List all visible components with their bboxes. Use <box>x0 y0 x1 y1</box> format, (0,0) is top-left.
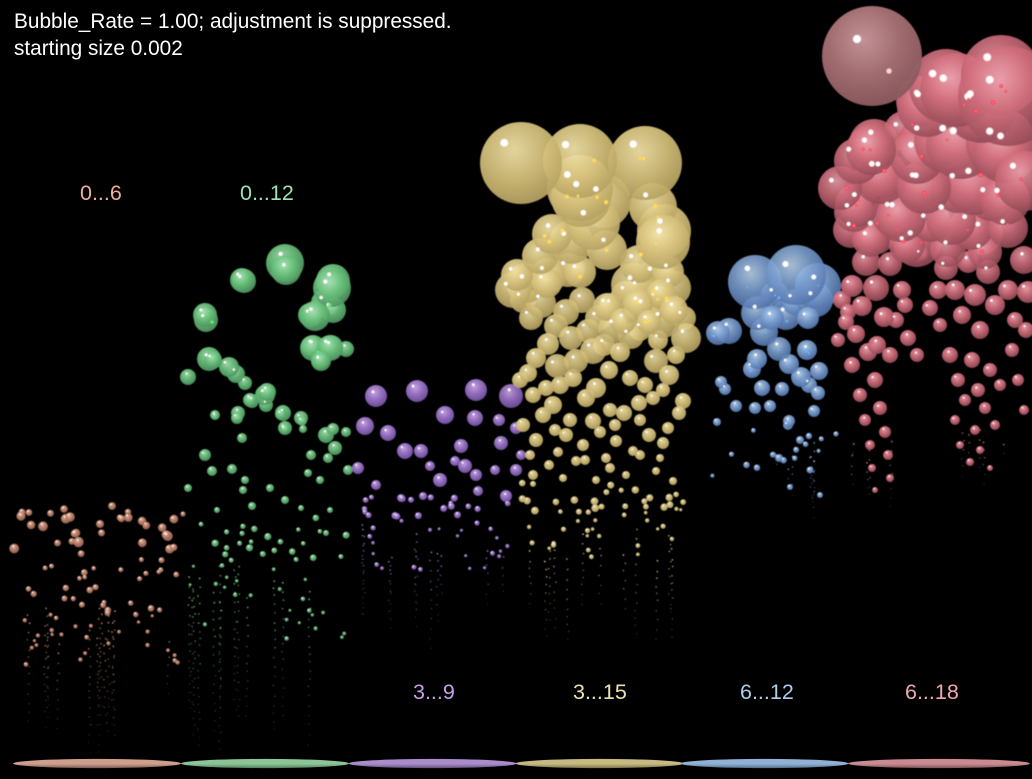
svg-text:0...6: 0...6 <box>80 181 122 205</box>
svg-text:starting size 0.002: starting size 0.002 <box>14 37 183 60</box>
svg-text:Bubble_Rate = 1.00; adjustment: Bubble_Rate = 1.00; adjustment is suppre… <box>14 10 452 33</box>
svg-text:6...18: 6...18 <box>905 680 959 704</box>
svg-text:3...9: 3...9 <box>413 680 455 704</box>
svg-text:3...15: 3...15 <box>573 680 627 704</box>
svg-text:6...12: 6...12 <box>740 680 794 704</box>
svg-text:0...12: 0...12 <box>240 181 294 205</box>
